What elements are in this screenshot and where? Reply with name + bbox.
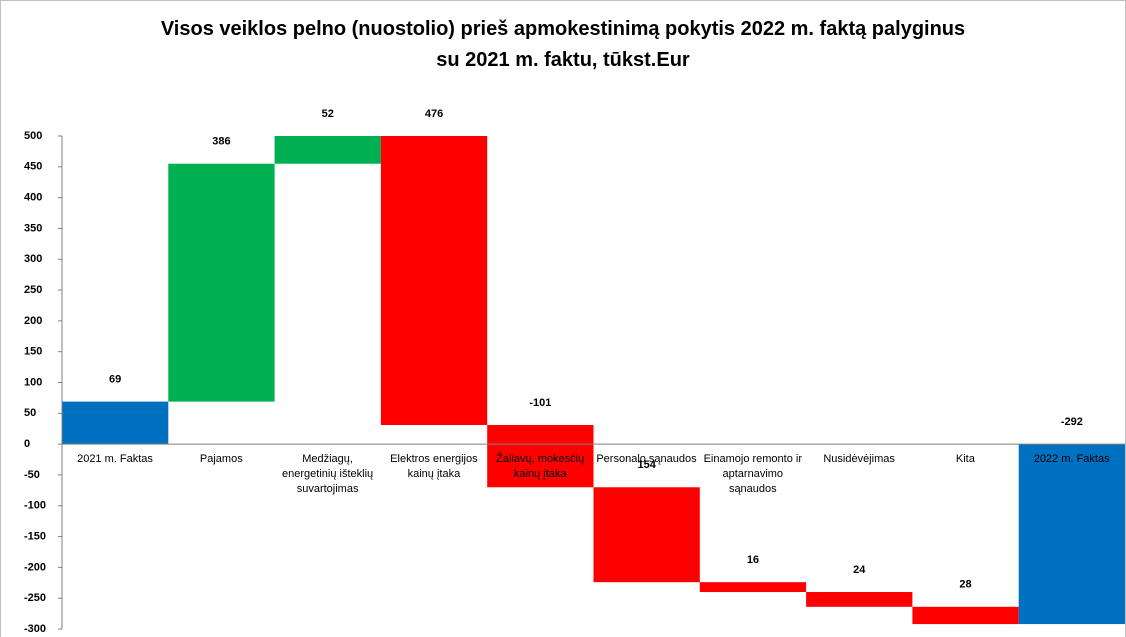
y-tick-label: 100 <box>24 376 42 388</box>
x-tick-label: Einamojo remonto ir aptarnavimo sąnaudos <box>703 453 803 496</box>
x-tick-label: Elektros energijos kainų įtaka <box>390 453 478 481</box>
y-tick-label: 400 <box>24 192 42 204</box>
value-label: 476 <box>425 108 443 120</box>
bar <box>168 163 275 402</box>
y-tick-label: -100 <box>24 500 46 512</box>
y-tick-label: 350 <box>24 222 42 234</box>
y-tick-label: -300 <box>24 623 46 635</box>
y-tick-label: -50 <box>24 469 40 481</box>
x-tick-label: Nusidėvėjimas <box>823 453 895 466</box>
bars <box>62 136 1125 625</box>
bar <box>699 582 807 593</box>
value-label: 386 <box>212 136 230 148</box>
chart-title: Visos veiklos pelno (nuostolio) prieš ap… <box>160 18 966 71</box>
bar <box>593 487 700 583</box>
x-tick-label: Personalo sąnaudos <box>596 453 697 466</box>
bar <box>380 136 488 426</box>
value-label: -292 <box>1061 416 1083 428</box>
y-tick-label: 0 <box>24 438 30 450</box>
y-tick-label: 450 <box>24 161 42 173</box>
y-tick-label: 250 <box>24 284 42 296</box>
x-tick-label: Pajamos <box>199 453 243 466</box>
x-tick-label: Kita <box>955 453 975 466</box>
y-tick-label: -200 <box>24 561 46 573</box>
value-label: 24 <box>853 564 866 576</box>
y-tick-label: 50 <box>24 407 36 419</box>
bar <box>806 592 913 607</box>
bar <box>1018 444 1125 625</box>
y-tick-label: 150 <box>24 346 42 358</box>
y-tick-label: 300 <box>24 253 42 265</box>
value-label: 69 <box>109 374 121 386</box>
x-tick-label: 2021 m. Faktas <box>77 453 153 466</box>
value-label: 16 <box>747 554 759 566</box>
bar <box>62 401 169 445</box>
value-label: 28 <box>959 579 971 591</box>
x-tick-label: Medžiagų, energetinių išteklių suvartoji… <box>282 453 374 496</box>
y-tick-label: 200 <box>24 315 42 327</box>
x-tick-label: 2022 m. Faktas <box>1033 453 1110 466</box>
bar <box>274 136 381 164</box>
value-label: -101 <box>529 397 551 409</box>
y-tick-label: -250 <box>24 592 46 604</box>
x-tick-label: Žaliavų, mokesčių kainų įtaka <box>496 453 585 481</box>
value-label: 52 <box>322 108 334 120</box>
value-label: 154 <box>637 459 656 471</box>
bar <box>912 606 1019 625</box>
bar <box>487 425 594 488</box>
y-tick-label: 500 <box>24 130 42 142</box>
y-tick-label: -150 <box>24 530 46 542</box>
